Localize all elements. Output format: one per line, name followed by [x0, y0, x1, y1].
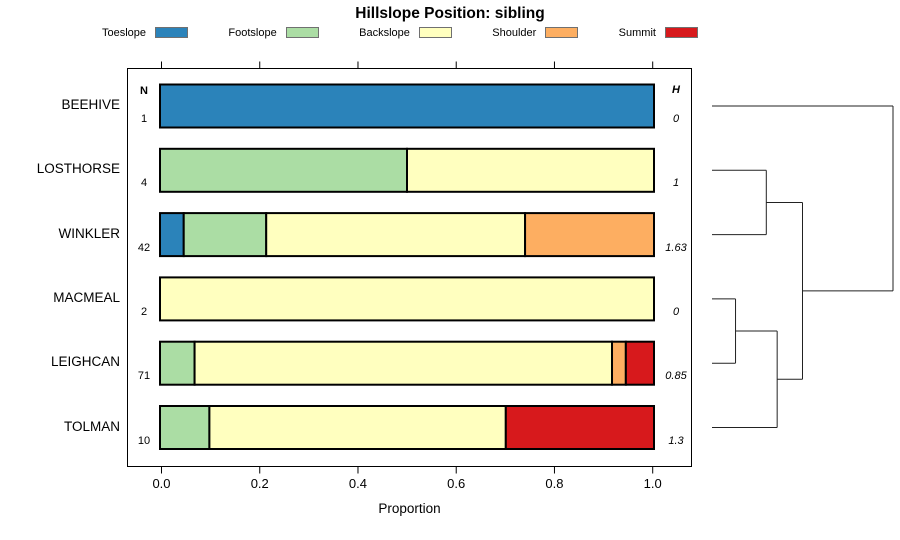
- legend-item: Footslope: [228, 26, 319, 39]
- legend-item: Backslope: [359, 27, 452, 39]
- row-label: LOSTHORSE: [36, 161, 120, 177]
- row-label: TOLMAN: [63, 418, 120, 434]
- x-tick-label: 0.4: [348, 476, 367, 491]
- legend-item: Shoulder: [492, 26, 579, 39]
- x-axis-label: Proportion: [378, 501, 441, 516]
- h-value: 0.85: [665, 370, 687, 383]
- n-value: 4: [140, 177, 148, 190]
- legend-item: Summit: [619, 27, 698, 39]
- legend-label: Shoulder: [492, 26, 537, 39]
- bar-segment: [208, 405, 507, 450]
- legend-label: Backslope: [359, 26, 410, 39]
- n-value: 10: [137, 434, 151, 447]
- bar-segment: [159, 147, 408, 193]
- chart-title: Hillslope Position: sibling: [355, 5, 545, 22]
- bar-segment: [504, 405, 655, 450]
- n-value: 42: [137, 241, 151, 254]
- n-value: 71: [137, 370, 151, 383]
- legend-label: Summit: [618, 26, 656, 39]
- legend-swatch: [664, 27, 698, 38]
- bar-segment: [159, 405, 211, 450]
- n-column-header: N: [140, 85, 148, 97]
- bar-segment: [265, 212, 527, 258]
- legend-swatch: [285, 27, 319, 38]
- h-column-header: H: [672, 84, 680, 96]
- bar-segment: [159, 83, 655, 129]
- legend: Toeslope Footslope Backslope Shoulder Summit: [102, 25, 698, 40]
- bar-segment: [159, 340, 196, 386]
- legend-swatch: [418, 27, 452, 38]
- bar-segment: [182, 212, 268, 258]
- x-tick-label: 1.0: [643, 476, 662, 491]
- legend-item: Toeslope: [102, 26, 189, 39]
- x-tick-label: 0.8: [545, 476, 564, 491]
- bar-segment: [193, 340, 614, 386]
- bar-segment: [524, 212, 655, 258]
- legend-swatch: [155, 27, 189, 38]
- row-label: BEEHIVE: [61, 97, 120, 112]
- row-label: MACMEAL: [53, 289, 120, 305]
- n-value: 1: [140, 113, 148, 125]
- h-value: 1.63: [665, 241, 687, 254]
- bar-segment: [159, 276, 655, 322]
- row-label: WINKLER: [58, 225, 120, 241]
- x-tick-label: 0.6: [447, 476, 466, 491]
- bar-segment: [159, 212, 185, 258]
- x-tick-label: 0.2: [250, 476, 269, 491]
- legend-swatch: [545, 27, 579, 38]
- bar-segment: [611, 340, 627, 386]
- h-value: 0: [672, 305, 680, 318]
- legend-label: Toeslope: [102, 26, 147, 39]
- h-value: 1: [672, 177, 680, 190]
- bar-segment: [624, 340, 655, 386]
- plot-box: [127, 68, 692, 467]
- row-label: LEIGHCAN: [50, 354, 120, 370]
- bar-segment: [406, 147, 655, 193]
- x-tick-label: 0.0: [152, 476, 171, 491]
- n-value: 2: [140, 305, 148, 318]
- h-value: 0: [672, 113, 680, 125]
- legend-label: Footslope: [228, 26, 277, 39]
- h-value: 1.3: [668, 434, 684, 447]
